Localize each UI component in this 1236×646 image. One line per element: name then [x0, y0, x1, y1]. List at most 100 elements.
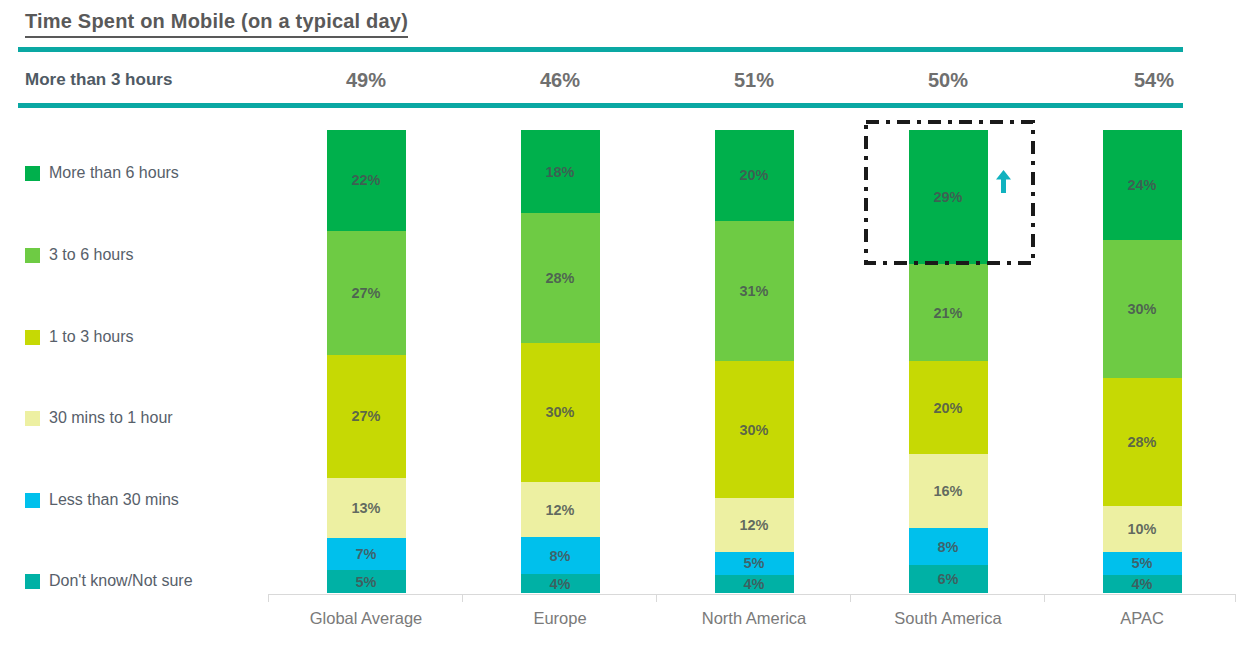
segment-value-label: 13%: [351, 500, 380, 516]
bar-segment: 4%: [715, 575, 794, 593]
summary-value: 54%: [1104, 69, 1204, 92]
bar-segment: 20%: [715, 130, 794, 221]
teal-divider-top: [18, 47, 1183, 52]
bar-segment: 31%: [715, 221, 794, 362]
axis-tick: [656, 594, 657, 602]
legend-label: 3 to 6 hours: [49, 246, 134, 264]
segment-value-label: 5%: [1132, 555, 1153, 571]
category-label: Global Average: [269, 609, 463, 628]
bar-segment: 4%: [1103, 575, 1182, 593]
legend-swatch-icon: [25, 166, 40, 181]
segment-value-label: 20%: [739, 167, 768, 183]
bar-segment: 8%: [521, 537, 600, 574]
summary-value: 49%: [316, 69, 416, 92]
bar-segment: 5%: [715, 552, 794, 575]
axis-baseline: [268, 594, 1236, 595]
segment-value-label: 5%: [356, 574, 377, 590]
segment-value-label: 20%: [933, 400, 962, 416]
bar-segment: 18%: [521, 130, 600, 213]
legend-item: Don't know/Not sure: [25, 572, 193, 590]
legend-swatch-icon: [25, 330, 40, 345]
category-label: Europe: [463, 609, 657, 628]
legend-label: 30 mins to 1 hour: [49, 409, 173, 427]
bar-segment: 22%: [327, 130, 406, 231]
summary-row-label: More than 3 hours: [25, 70, 172, 90]
segment-value-label: 7%: [356, 546, 377, 562]
bar-segment: 16%: [909, 454, 988, 528]
summary-value: 51%: [704, 69, 804, 92]
segment-value-label: 28%: [545, 270, 574, 286]
legend-label: Don't know/Not sure: [49, 572, 193, 590]
segment-value-label: 28%: [1127, 434, 1156, 450]
segment-value-label: 16%: [933, 483, 962, 499]
segment-value-label: 10%: [1127, 521, 1156, 537]
bar-segment: 28%: [521, 213, 600, 343]
segment-value-label: 30%: [1127, 301, 1156, 317]
segment-value-label: 27%: [351, 408, 380, 424]
bar-segment: 20%: [909, 361, 988, 454]
increase-up-arrow-icon: [996, 170, 1011, 193]
category-label: APAC: [1045, 609, 1236, 628]
axis-tick: [462, 594, 463, 602]
chart-title: Time Spent on Mobile (on a typical day): [25, 10, 408, 38]
bar-segment: 30%: [1103, 240, 1182, 378]
bar-segment: 8%: [909, 528, 988, 565]
bar-segment: 12%: [521, 482, 600, 538]
bar-segment: 5%: [327, 570, 406, 593]
legend-swatch-icon: [25, 248, 40, 263]
segment-value-label: 8%: [938, 539, 959, 555]
axis-tick: [1044, 594, 1045, 602]
legend-label: More than 6 hours: [49, 164, 179, 182]
legend-item: 1 to 3 hours: [25, 328, 134, 346]
bar-segment: 24%: [1103, 130, 1182, 240]
bar-segment: 29%: [909, 130, 988, 264]
bar-segment: 30%: [521, 343, 600, 482]
segment-value-label: 4%: [550, 576, 571, 592]
bar-segment: 12%: [715, 498, 794, 552]
stacked-bar-apac: 24% 30% 28% 10% 5% 4%: [1103, 130, 1182, 593]
teal-divider-bottom: [18, 103, 1183, 108]
bar-segment: 30%: [715, 361, 794, 497]
segment-value-label: 6%: [938, 571, 959, 587]
legend-item: 30 mins to 1 hour: [25, 409, 173, 427]
category-label: North America: [657, 609, 851, 628]
stacked-bar-north-america: 20% 31% 30% 12% 5%4%: [715, 130, 794, 593]
segment-value-label: 8%: [550, 548, 571, 564]
legend-item: Less than 30 mins: [25, 491, 179, 509]
bar-segment: 13%: [327, 478, 406, 538]
bar-segment: 5%: [1103, 552, 1182, 575]
axis-tick: [850, 594, 851, 602]
legend-label: Less than 30 mins: [49, 491, 179, 509]
axis-tick: [268, 594, 269, 602]
bar-segment: 10%: [1103, 506, 1182, 552]
slide-canvas: Time Spent on Mobile (on a typical day) …: [0, 0, 1236, 646]
legend-item: More than 6 hours: [25, 164, 179, 182]
summary-value: 50%: [898, 69, 998, 92]
legend-swatch-icon: [25, 574, 40, 589]
stacked-bar-south-america: 29% 21% 20% 16% 8% 6%: [909, 130, 988, 593]
stacked-bar-europe: 18% 28% 30% 12% 8% 4%: [521, 130, 600, 593]
category-label: South America: [851, 609, 1045, 628]
segment-value-label: 22%: [351, 172, 380, 188]
legend-swatch-icon: [25, 493, 40, 508]
segment-value-label: 18%: [545, 164, 574, 180]
segment-value-label: 24%: [1127, 177, 1156, 193]
segment-value-label: 30%: [739, 422, 768, 438]
bar-segment: 27%: [327, 355, 406, 479]
summary-value: 46%: [510, 69, 610, 92]
bar-segment: 28%: [1103, 378, 1182, 506]
bar-segment: 27%: [327, 231, 406, 355]
bar-segment: 21%: [909, 264, 988, 361]
bar-segment: 4%: [521, 574, 600, 593]
segment-value-label: 21%: [933, 305, 962, 321]
segment-value-label: 27%: [351, 285, 380, 301]
legend-label: 1 to 3 hours: [49, 328, 134, 346]
legend-item: 3 to 6 hours: [25, 246, 134, 264]
segment-value-label: 4%: [744, 576, 765, 592]
segment-value-label: 30%: [545, 404, 574, 420]
segment-value-label: 29%: [933, 189, 962, 205]
stacked-bar-global-average: 22% 27% 27% 13% 7% 5%: [327, 130, 406, 593]
segment-value-label: 12%: [545, 502, 574, 518]
bar-segment: 6%: [909, 565, 988, 593]
segment-value-label: 12%: [739, 517, 768, 533]
